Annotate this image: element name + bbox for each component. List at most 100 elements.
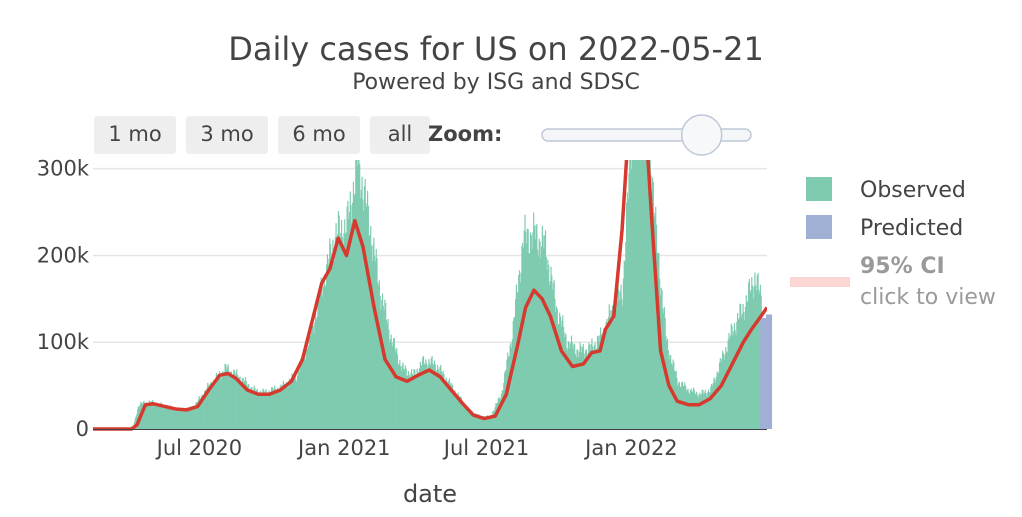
- range-button-6mo[interactable]: 6 mo: [278, 116, 360, 154]
- observed-bar: [529, 232, 532, 429]
- zoom-slider-handle[interactable]: [680, 114, 723, 156]
- observed-bar: [329, 244, 332, 429]
- observed-bar: [649, 160, 651, 429]
- observed-bar: [542, 235, 544, 429]
- observed-bar: [415, 374, 417, 429]
- observed-bar: [169, 405, 171, 429]
- observed-bar: [177, 410, 179, 429]
- observed-bar: [697, 397, 699, 429]
- legend-label-ci: 95% CI: [860, 254, 945, 279]
- observed-bar: [244, 380, 246, 429]
- observed-bar: [396, 354, 399, 429]
- observed-bar: [598, 341, 600, 429]
- observed-bar: [397, 365, 399, 429]
- observed-bar: [732, 335, 734, 429]
- range-button-label: 3 mo: [200, 122, 253, 146]
- observed-bar: [230, 371, 232, 429]
- observed-bar: [445, 377, 447, 429]
- observed-bar: [322, 286, 325, 429]
- observed-bar: [287, 387, 289, 429]
- observed-bar: [540, 246, 543, 429]
- observed-bar: [588, 342, 590, 429]
- observed-bar: [630, 168, 632, 429]
- observed-bar: [668, 359, 670, 429]
- observed-bar: [686, 389, 688, 429]
- observed-bar: [532, 232, 534, 429]
- observed-bar: [729, 335, 732, 429]
- observed-bar: [458, 395, 460, 429]
- range-button-all[interactable]: all: [370, 116, 430, 154]
- observed-bar: [678, 381, 680, 429]
- observed-bar: [214, 382, 216, 429]
- observed-bar: [589, 349, 591, 429]
- observed-bar: [420, 365, 422, 429]
- observed-bar: [248, 384, 250, 429]
- observed-bar: [582, 344, 584, 429]
- observed-bar: [712, 383, 714, 429]
- observed-bar: [468, 408, 470, 429]
- observed-bar: [370, 226, 372, 429]
- observed-bar: [247, 384, 249, 429]
- observed-bar: [570, 343, 572, 429]
- observed-bar: [714, 379, 716, 429]
- observed-bar: [559, 312, 561, 429]
- observed-bar: [438, 372, 440, 429]
- observed-bar: [518, 274, 520, 429]
- observed-bar: [281, 387, 283, 429]
- legend-item-predicted[interactable]: Predicted: [806, 215, 963, 241]
- observed-bar: [618, 289, 620, 429]
- observed-bar: [596, 336, 599, 429]
- observed-bar: [500, 398, 502, 429]
- observed-bar: [478, 415, 480, 429]
- observed-bar: [355, 160, 357, 429]
- observed-bar: [452, 385, 454, 429]
- observed-bar: [344, 233, 347, 429]
- observed-bar: [597, 335, 599, 429]
- observed-bar: [452, 391, 454, 429]
- observed-bar: [238, 377, 240, 429]
- observed-bar: [354, 193, 356, 429]
- observed-bar: [315, 319, 317, 429]
- observed-bar: [632, 160, 634, 429]
- observed-bar: [634, 160, 636, 429]
- observed-bar: [607, 316, 610, 429]
- observed-bar: [158, 404, 160, 429]
- range-button-3mo[interactable]: 3 mo: [186, 116, 268, 154]
- observed-bar: [309, 329, 311, 429]
- legend-item-ci[interactable]: 95% CI click to view: [790, 254, 996, 310]
- observed-bar: [345, 232, 347, 429]
- legend-item-observed[interactable]: Observed: [806, 177, 966, 203]
- observed-bar: [536, 224, 538, 429]
- observed-bar: [617, 285, 619, 429]
- observed-bar: [454, 390, 456, 429]
- observed-bar: [513, 317, 515, 429]
- observed-bar: [351, 223, 353, 429]
- observed-bar: [385, 319, 388, 429]
- observed-bar: [751, 277, 753, 429]
- observed-bar: [185, 410, 187, 429]
- observed-bar: [429, 363, 431, 429]
- observed-bar: [338, 215, 340, 429]
- observed-bar: [707, 392, 709, 429]
- observed-bar: [544, 230, 547, 429]
- observed-bar: [399, 360, 401, 429]
- observed-bar: [414, 369, 416, 429]
- observed-bar: [226, 369, 228, 429]
- observed-bar: [653, 212, 655, 429]
- observed-bar: [195, 402, 197, 429]
- observed-bar: [659, 295, 662, 429]
- legend-label-predicted: Predicted: [860, 216, 963, 241]
- observed-bar: [500, 393, 503, 429]
- observed-bar: [142, 401, 144, 429]
- observed-bar: [174, 411, 176, 429]
- observed-bar: [248, 389, 251, 429]
- observed-bar: [474, 414, 476, 429]
- observed-bar: [415, 375, 417, 429]
- observed-bar: [615, 309, 617, 429]
- observed-bar: [685, 385, 687, 429]
- legend-swatch-ci: [790, 277, 850, 287]
- observed-bar: [390, 334, 392, 429]
- observed-bar: [510, 342, 512, 429]
- range-button-1mo[interactable]: 1 mo: [94, 116, 176, 154]
- observed-bar: [534, 239, 536, 429]
